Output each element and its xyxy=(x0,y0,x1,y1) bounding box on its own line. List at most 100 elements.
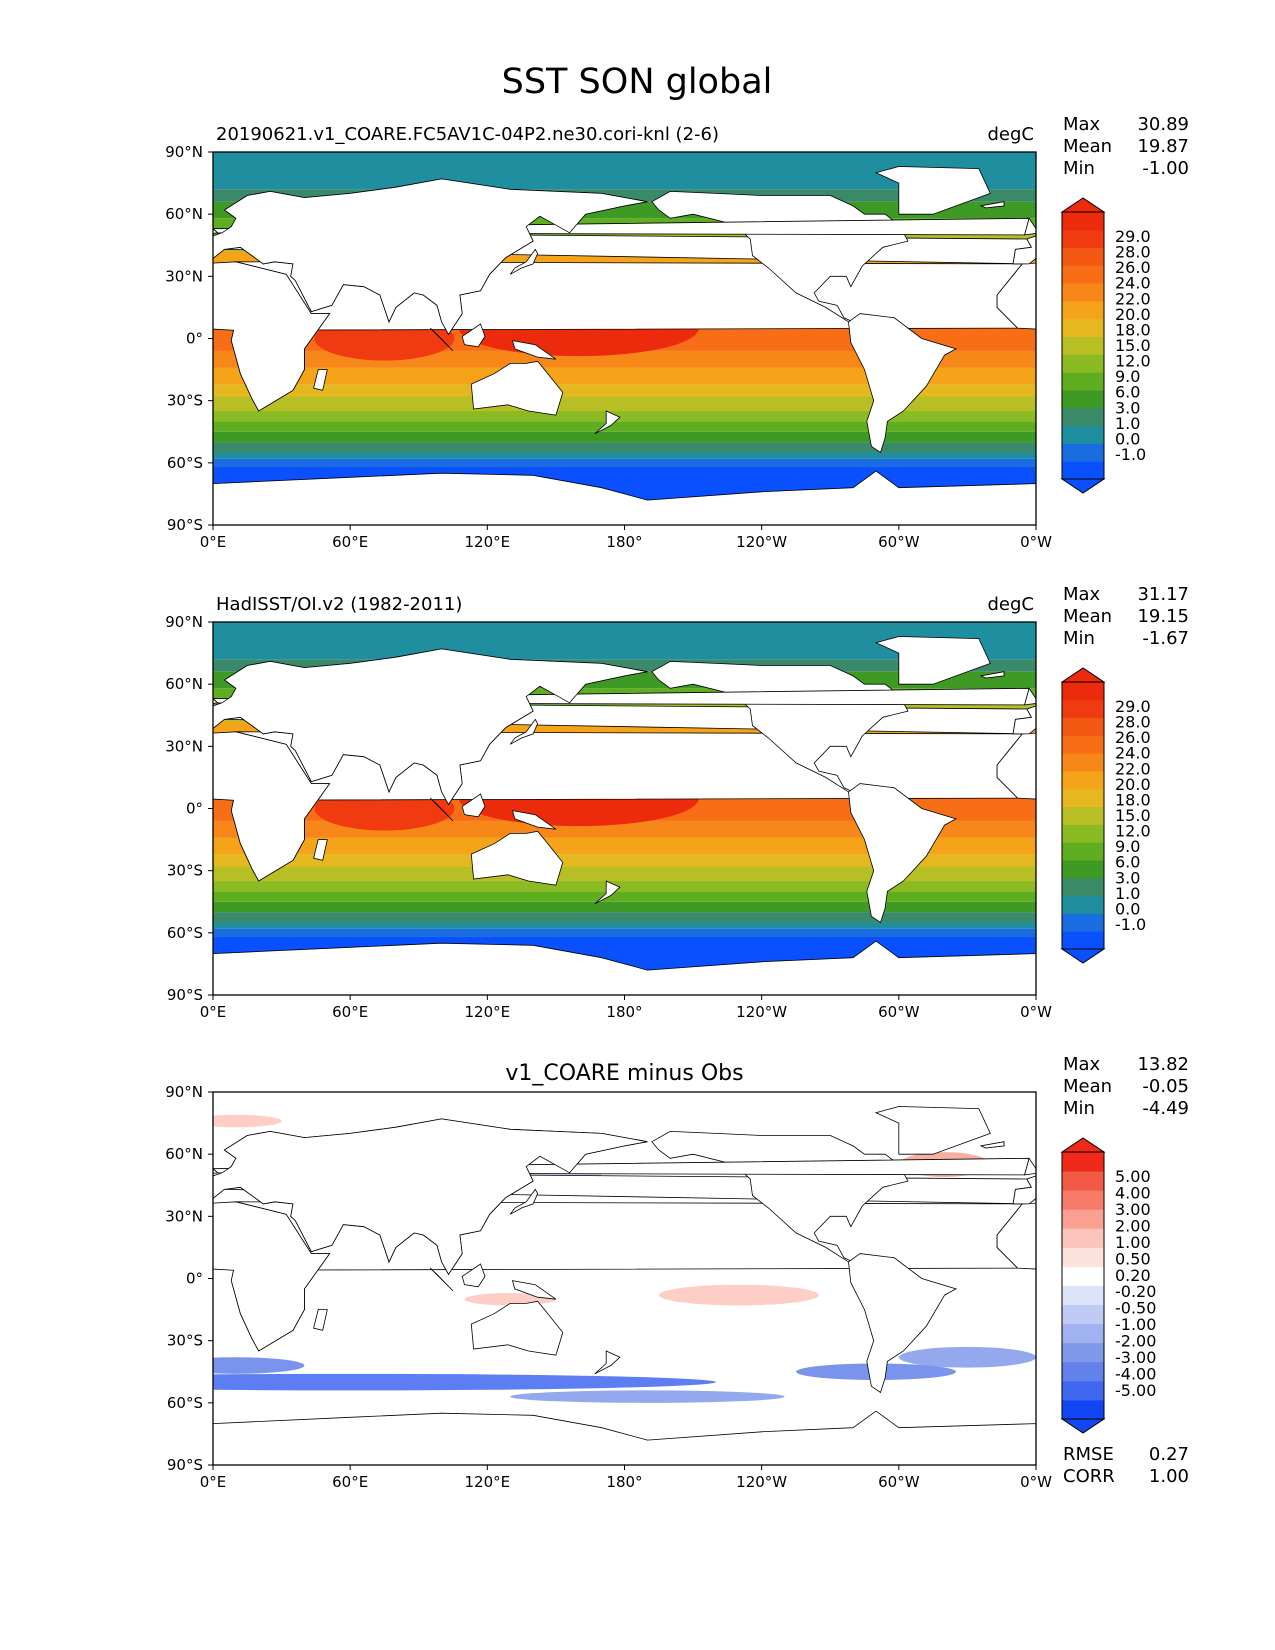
y-tick-label: 60°N xyxy=(165,1145,203,1163)
colorbar-label: 9.0 xyxy=(1115,837,1140,856)
colorbar-frame xyxy=(1061,681,1105,950)
y-tick-label: 90°N xyxy=(165,1083,203,1101)
sst-band xyxy=(213,891,1036,902)
stat-value: -1.00 xyxy=(1142,158,1189,179)
colorbar-segment xyxy=(1062,913,1104,932)
land xyxy=(996,1202,1036,1270)
x-tick-label: 0°W xyxy=(1020,533,1052,551)
panel-model: 0°E 60°E 120°E 180° 120°W 60°W 0°W 90°N 60°N 30°N… xyxy=(165,114,1189,551)
y-tick-label: 90°N xyxy=(165,143,203,161)
land xyxy=(509,248,539,275)
land xyxy=(213,1410,1036,1465)
land xyxy=(470,360,564,416)
land xyxy=(509,1188,539,1215)
colorbar-label: 4.00 xyxy=(1115,1183,1151,1202)
land xyxy=(213,178,648,336)
colorbar-label: 28.0 xyxy=(1115,713,1151,732)
stat-value: 0.27 xyxy=(1149,1444,1189,1465)
land xyxy=(996,262,1036,330)
sst-band xyxy=(213,411,1036,422)
land xyxy=(594,880,621,905)
y-tick-label: 30°S xyxy=(167,862,203,880)
colorbar-label: 22.0 xyxy=(1115,759,1151,778)
diff-title: v1_COARE minus Obs xyxy=(505,1061,743,1086)
stat-value: -1.67 xyxy=(1142,628,1189,649)
land xyxy=(874,1106,991,1155)
colorbar-label: 15.0 xyxy=(1115,806,1151,825)
colorbar-segment xyxy=(1062,425,1104,444)
model-title-left: 20190621.v1_COARE.FC5AV1C-04P2.ne30.cori… xyxy=(216,124,719,145)
land xyxy=(1012,235,1036,265)
stat-label: Mean xyxy=(1063,136,1112,157)
y-tick-label: 60°S xyxy=(167,454,203,472)
stat-label: Max xyxy=(1063,114,1101,135)
y-tick-label: 60°S xyxy=(167,1394,203,1412)
colorbar-segment xyxy=(1062,1171,1104,1191)
colorbar-label: 0.0 xyxy=(1115,899,1140,918)
colorbar-segment xyxy=(1062,1304,1104,1325)
land xyxy=(594,410,621,435)
land xyxy=(1012,705,1036,735)
page-title: SST SON global xyxy=(502,62,773,102)
colorbar-segment xyxy=(1062,788,1104,808)
land xyxy=(470,1300,564,1356)
stat-value: 30.89 xyxy=(1137,114,1189,135)
colorbar-segment xyxy=(1062,1399,1104,1420)
colorbar-segment xyxy=(1062,1361,1104,1382)
y-tick-label: 0° xyxy=(186,1270,203,1288)
colorbar-segment xyxy=(1062,354,1104,373)
stat-value: 19.87 xyxy=(1137,136,1189,157)
land xyxy=(213,697,219,704)
obs-units: degC xyxy=(988,594,1035,615)
colorbar-label: 26.0 xyxy=(1115,728,1151,747)
colorbar-segment xyxy=(1062,229,1104,249)
y-tick-label: 30°S xyxy=(167,392,203,410)
x-tick-label: 0°E xyxy=(200,1473,227,1491)
colorbar-segment xyxy=(1062,265,1104,284)
colorbar-segment xyxy=(1062,1342,1104,1363)
y-tick-label: 30°N xyxy=(165,737,203,755)
colorbar-label: 15.0 xyxy=(1115,336,1151,355)
colorbar-label: 18.0 xyxy=(1115,320,1151,339)
colorbar-label: -2.00 xyxy=(1115,1332,1156,1351)
colorbar-segment xyxy=(1062,842,1104,861)
sst-band xyxy=(213,866,1036,882)
x-tick-label: 120°E xyxy=(465,533,511,551)
obs-coastlines xyxy=(213,636,1036,995)
land xyxy=(213,1201,331,1352)
model-units: degC xyxy=(988,124,1035,145)
x-tick-label: 120°W xyxy=(736,533,787,551)
land xyxy=(470,830,564,886)
colorbar-label: -1.0 xyxy=(1115,915,1146,934)
colorbar-label: 0.50 xyxy=(1115,1249,1151,1268)
x-tick-label: 60°W xyxy=(878,1473,920,1491)
colorbar-label: 3.0 xyxy=(1115,398,1140,417)
sst-band xyxy=(213,396,1036,412)
sst-band xyxy=(213,367,1036,385)
panels: 0°E 60°E 120°E 180° 120°W 60°W 0°W 90°N 60°N 30°N… xyxy=(165,114,1189,1491)
y-tick-label: 60°N xyxy=(165,675,203,693)
land xyxy=(1012,1175,1036,1205)
stat-value: -0.05 xyxy=(1142,1076,1189,1097)
land xyxy=(213,940,1036,995)
x-tick-label: 180° xyxy=(606,1003,642,1021)
colorbar-segment xyxy=(1062,1209,1104,1229)
land xyxy=(213,731,331,882)
colorbar-extend-bottom xyxy=(1060,1418,1106,1434)
land xyxy=(979,671,1005,679)
stat-value: 19.15 xyxy=(1137,606,1189,627)
stat-label: CORR xyxy=(1063,1466,1115,1487)
colorbar-label: 20.0 xyxy=(1115,305,1151,324)
colorbar-label: 28.0 xyxy=(1115,243,1151,262)
x-tick-label: 60°W xyxy=(878,533,920,551)
land xyxy=(213,227,219,234)
colorbar-label: -5.00 xyxy=(1115,1381,1156,1400)
sst-band xyxy=(213,421,1036,432)
stat-label: Min xyxy=(1063,158,1095,179)
land xyxy=(313,1309,328,1331)
colorbar-label: 5.00 xyxy=(1115,1167,1151,1186)
colorbar-segment xyxy=(1062,407,1104,427)
colorbar-segment xyxy=(1062,717,1104,736)
colorbar-label: -1.00 xyxy=(1115,1315,1156,1334)
colorbar-segment xyxy=(1062,824,1104,843)
